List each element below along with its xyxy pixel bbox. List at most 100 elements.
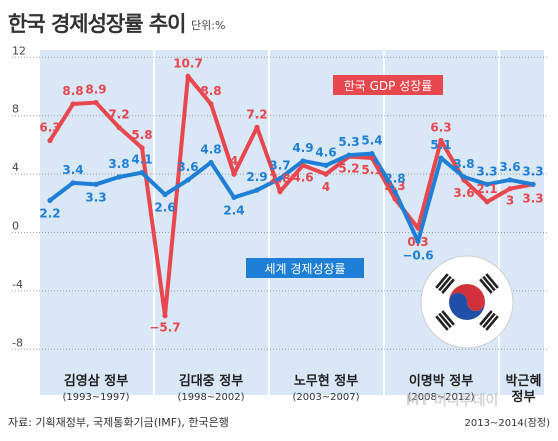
chart-title: 한국 경제성장률 추이 bbox=[8, 12, 187, 36]
trigram-bar bbox=[441, 278, 455, 294]
korea-data-label: 3.6 bbox=[453, 186, 474, 200]
world-growth-point bbox=[208, 159, 214, 166]
world-data-label: 3.6 bbox=[499, 160, 520, 174]
korea-data-label: 2.3 bbox=[384, 179, 405, 193]
korea-data-label: 7.2 bbox=[108, 107, 129, 121]
government-name-label: 노무현 정부 bbox=[294, 373, 358, 389]
world-growth-point bbox=[484, 181, 490, 187]
world-growth-point bbox=[185, 177, 191, 183]
world-growth-point bbox=[231, 194, 237, 201]
korea-gdp-point bbox=[484, 199, 490, 205]
world-data-label: 2.8 bbox=[384, 172, 405, 186]
y-tick-label: -8 bbox=[12, 336, 23, 349]
y-tick-label: 8 bbox=[12, 103, 19, 116]
world-data-label: 3.4 bbox=[62, 163, 83, 177]
world-data-label: 2.9 bbox=[246, 170, 267, 184]
korea-data-label: 3.3 bbox=[522, 191, 543, 205]
korea-data-label: 4.6 bbox=[292, 170, 313, 184]
world-growth-point bbox=[300, 158, 306, 164]
korea-data-label: 5.8 bbox=[131, 128, 152, 142]
world-growth-point bbox=[507, 177, 513, 183]
korea-data-label: 8.8 bbox=[200, 84, 221, 98]
world-data-label: 4.1 bbox=[131, 153, 152, 167]
korea-data-label: 2.1 bbox=[476, 182, 497, 196]
world-data-label: 5.3 bbox=[338, 135, 359, 149]
world-data-label: 5.4 bbox=[361, 134, 382, 148]
unit-label: 단위:% bbox=[191, 19, 226, 32]
government-band bbox=[270, 50, 383, 395]
trigram-bar bbox=[485, 315, 499, 331]
government-period-label: (2003~2007) bbox=[292, 392, 359, 403]
trigram-bar bbox=[479, 310, 493, 326]
government-period-label: (2008~2012) bbox=[407, 392, 474, 403]
government-band bbox=[40, 50, 153, 395]
period-note: 2013~2014(잠정) bbox=[464, 418, 550, 429]
korea-gdp-point bbox=[392, 196, 398, 202]
world-growth-point bbox=[162, 191, 168, 198]
trigram-bar bbox=[435, 315, 449, 331]
world-data-label: 3.3 bbox=[476, 164, 497, 178]
world-data-label: 3.7 bbox=[269, 158, 290, 172]
world-data-label: 3.3 bbox=[85, 190, 106, 204]
world-growth-point bbox=[461, 174, 467, 180]
world-data-label: 3.8 bbox=[453, 157, 474, 171]
korea-gdp-point bbox=[70, 101, 76, 107]
y-tick-label: -4 bbox=[12, 278, 23, 291]
world-growth-point bbox=[530, 181, 536, 187]
korea-gdp-point bbox=[162, 313, 168, 319]
korea-data-label: 6.3 bbox=[430, 121, 451, 135]
korea-data-label: 6.3 bbox=[39, 121, 60, 135]
world-data-label: 4.8 bbox=[200, 142, 221, 156]
y-tick-label: 12 bbox=[12, 44, 26, 57]
government-period-label: (1993~1997) bbox=[62, 392, 129, 403]
korea-gdp-point bbox=[47, 137, 53, 144]
trigram-bar bbox=[438, 275, 452, 292]
world-growth-point bbox=[139, 170, 145, 176]
trigram-bar bbox=[482, 312, 496, 329]
korea-data-label: 8.9 bbox=[85, 83, 106, 97]
korea-gdp-line bbox=[48, 74, 535, 318]
government-name-label: 이명박 정부 bbox=[409, 373, 473, 389]
taeguk-blue bbox=[449, 293, 485, 320]
korea-data-label: 2.8 bbox=[269, 172, 290, 186]
taeguk-red bbox=[449, 284, 485, 311]
world-growth-point bbox=[47, 197, 53, 203]
y-tick-label: 4 bbox=[12, 161, 19, 174]
korea-gdp-point bbox=[438, 137, 444, 144]
world-growth-line bbox=[48, 151, 535, 244]
world-legend-label: 세계 경제성장률 bbox=[264, 262, 345, 276]
korea-data-label: 10.7 bbox=[173, 56, 203, 70]
source-note: 자료: 기획재정부, 국제통화기금(IMF), 한국은행 bbox=[8, 416, 229, 429]
korea-data-label: 5.1 bbox=[361, 163, 382, 177]
korea-gdp-point bbox=[254, 124, 260, 130]
korea-data-label: 8.8 bbox=[62, 84, 83, 98]
world-growth-point bbox=[277, 175, 283, 182]
trigram-bar bbox=[435, 273, 449, 289]
korea-gdp-point bbox=[116, 124, 122, 130]
bars-tl bbox=[435, 273, 455, 294]
world-data-label: 3.3 bbox=[522, 164, 543, 178]
trigram-bar bbox=[485, 273, 499, 289]
world-growth-point bbox=[438, 155, 444, 161]
world-growth-point bbox=[392, 189, 398, 195]
korea-legend-box bbox=[333, 75, 443, 95]
korea-gdp-point bbox=[415, 225, 421, 231]
bars-tr bbox=[479, 273, 499, 294]
korea-gdp-point bbox=[507, 186, 513, 192]
world-growth-point bbox=[415, 238, 421, 244]
korea-gdp-point bbox=[300, 162, 306, 168]
world-data-label: 2.4 bbox=[223, 203, 244, 217]
world-data-label: 3.8 bbox=[108, 157, 129, 171]
world-growth-point bbox=[70, 180, 76, 186]
world-legend-box bbox=[246, 258, 364, 278]
korea-gdp-point bbox=[93, 99, 99, 106]
korea-data-label: 4 bbox=[230, 154, 238, 168]
world-growth-point bbox=[323, 162, 329, 168]
government-band bbox=[500, 50, 544, 395]
korea-gdp-point bbox=[323, 171, 329, 177]
world-growth-point bbox=[254, 187, 260, 193]
korea-data-label: −5.7 bbox=[149, 321, 180, 335]
korea-data-label: 3 bbox=[506, 194, 514, 208]
bars-bl bbox=[435, 310, 455, 331]
